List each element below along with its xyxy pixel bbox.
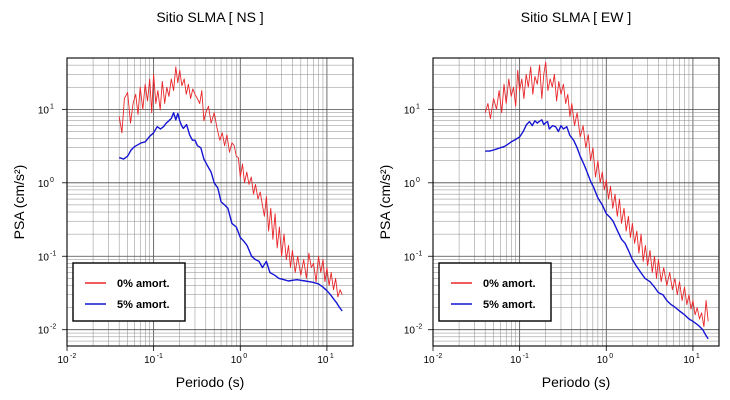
y-axis-label: PSA (cm/s²) bbox=[11, 165, 27, 240]
y-tick-label: 10 bbox=[404, 179, 416, 190]
legend-box bbox=[72, 262, 186, 322]
legend-label-0: 0% amort. bbox=[483, 278, 536, 290]
chart-title: Sitio SLMA [ EW ] bbox=[521, 9, 631, 25]
x-tick-label: 10 bbox=[510, 355, 522, 366]
y-tick-exponent: -1 bbox=[50, 250, 56, 257]
series-line-1 bbox=[485, 119, 709, 340]
x-tick-exponent: -2 bbox=[70, 353, 76, 360]
y-tick-label: 10 bbox=[404, 105, 416, 116]
x-tick-exponent: 0 bbox=[243, 353, 247, 360]
y-tick-label: 10 bbox=[38, 252, 50, 263]
legend-label-0: 0% amort. bbox=[117, 278, 170, 290]
legend-label-1: 5% amort. bbox=[117, 299, 170, 311]
y-tick-exponent: -2 bbox=[416, 324, 422, 331]
y-tick-label: 10 bbox=[38, 105, 50, 116]
x-axis-label: Periodo (s) bbox=[176, 374, 244, 390]
y-tick-label: 10 bbox=[404, 326, 416, 337]
x-tick-exponent: -2 bbox=[436, 353, 442, 360]
x-tick-exponent: -1 bbox=[523, 353, 529, 360]
x-tick-label: 10 bbox=[683, 355, 695, 366]
chart-title: Sitio SLMA [ NS ] bbox=[156, 9, 263, 25]
y-tick-label: 10 bbox=[38, 326, 50, 337]
y-tick-label: 10 bbox=[38, 179, 50, 190]
y-tick-exponent: 1 bbox=[50, 103, 54, 110]
y-tick-exponent: 0 bbox=[416, 177, 420, 184]
y-tick-exponent: 0 bbox=[50, 177, 54, 184]
x-tick-label: 10 bbox=[57, 355, 69, 366]
series-line-1 bbox=[118, 111, 343, 312]
x-tick-exponent: 1 bbox=[330, 353, 334, 360]
x-tick-exponent: 0 bbox=[609, 353, 613, 360]
x-tick-label: 10 bbox=[317, 355, 329, 366]
legend-box bbox=[438, 262, 552, 322]
y-tick-label: 10 bbox=[404, 252, 416, 263]
y-tick-exponent: -2 bbox=[50, 324, 56, 331]
x-tick-label: 10 bbox=[597, 355, 609, 366]
x-tick-label: 10 bbox=[231, 355, 243, 366]
legend: 0% amort. 5% amort. bbox=[438, 262, 552, 322]
legend-label-1: 5% amort. bbox=[483, 299, 536, 311]
plot-frame bbox=[432, 57, 720, 347]
x-tick-label: 10 bbox=[144, 355, 156, 366]
legend: 0% amort. 5% amort. bbox=[72, 262, 186, 322]
series-line-0 bbox=[118, 66, 343, 298]
y-tick-exponent: 1 bbox=[416, 103, 420, 110]
x-tick-label: 10 bbox=[423, 355, 435, 366]
x-axis-label: Periodo (s) bbox=[542, 374, 610, 390]
plot-frame bbox=[66, 57, 354, 347]
y-tick-exponent: -1 bbox=[416, 250, 422, 257]
x-tick-exponent: 1 bbox=[696, 353, 700, 360]
x-tick-exponent: -1 bbox=[157, 353, 163, 360]
y-axis-label: PSA (cm/s²) bbox=[377, 165, 393, 240]
series-line-0 bbox=[484, 61, 709, 328]
